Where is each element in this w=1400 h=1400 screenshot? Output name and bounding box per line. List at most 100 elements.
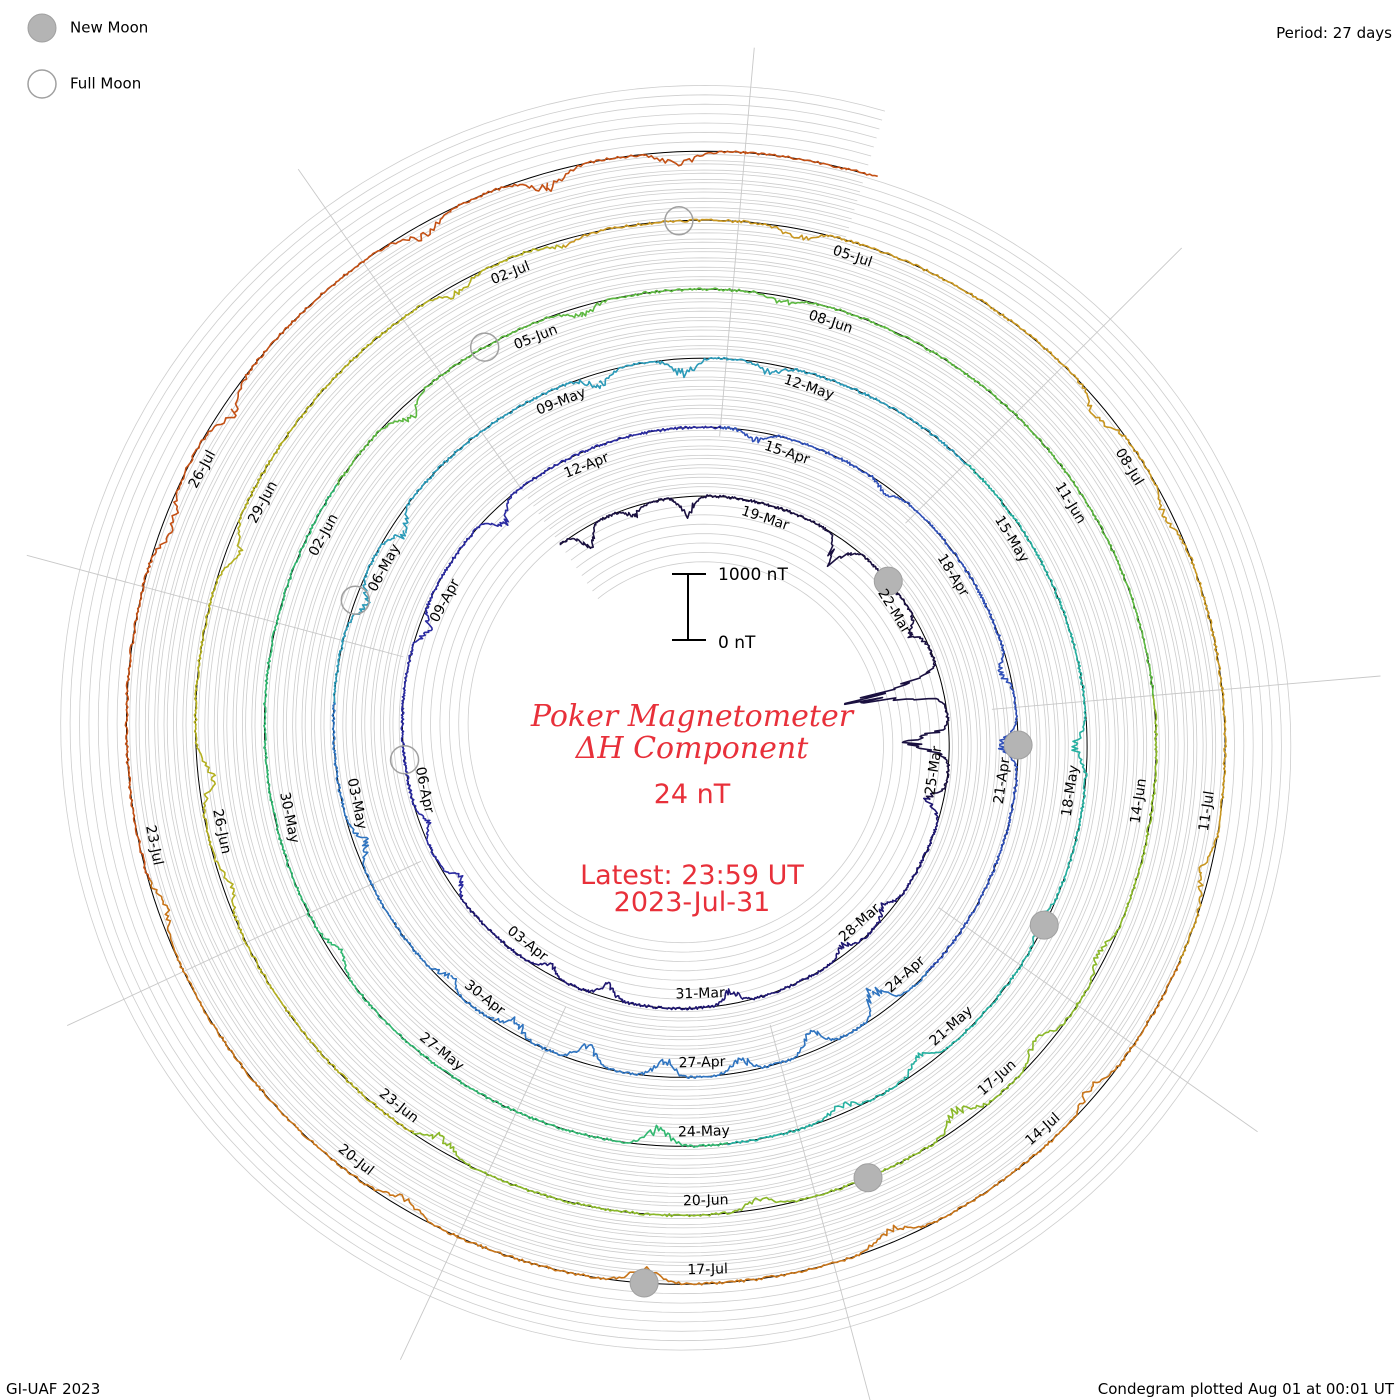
trace-segment [332,639,345,704]
trace-segment [976,965,1022,1022]
trace-segment [991,819,1011,877]
trace-segment [124,683,132,784]
trace-segment [920,1178,1004,1230]
trace-segment [598,360,663,387]
day-spoke [719,47,755,437]
trace-segment [912,421,967,465]
trace-segment [485,1173,568,1203]
grid-ring [88,113,1264,1323]
new-moon-icon [27,13,57,43]
grid-ring [163,188,1188,1248]
trace-segment [715,988,763,1006]
trace-segment [620,998,670,1010]
trace-segment [299,483,339,552]
trace-segment [1071,701,1087,772]
grid-ring [69,94,1282,1342]
trace-segment [584,1124,659,1144]
trace-segment [385,374,444,428]
trace-segment [643,150,747,167]
trace-segment [666,425,722,431]
latest-date: 2023-Jul-31 [614,887,771,918]
trace-segment [755,500,798,516]
trace-segment [507,311,583,336]
trace-segment [1141,776,1157,858]
trace-segment [895,592,915,636]
grid-ring [60,84,1292,1351]
trace-segment [883,326,955,367]
trace-segment [1066,473,1111,544]
trace-segment [809,302,886,328]
trace-segment [827,234,915,266]
trace-segment [141,491,180,587]
trace-segment [369,883,404,938]
date-label: 30-Apr [461,977,508,1019]
trace-segment [643,1266,741,1286]
trace-segment [738,219,830,241]
grid-ring [116,141,1235,1295]
trace-segment [562,222,651,248]
trace-segment [337,425,387,486]
trace-segment [349,824,372,885]
trace-segment [334,317,405,377]
chart-subtitle: ΔH Component [575,731,809,766]
day-spoke [399,1006,567,1361]
scale-top-label: 1000 nT [718,565,788,585]
trace-segment [394,1030,454,1077]
trace-segment [772,434,827,453]
trace-segment [1178,871,1204,965]
trace-segment [720,1057,781,1075]
trace-segment [1008,763,1019,822]
trace-segment [372,1187,459,1237]
trace-segment [906,844,930,887]
trace-segment [565,1200,651,1216]
date-label: 08-Jul [1112,446,1147,489]
trace-segment [1203,598,1224,692]
full-moon-marker [340,585,371,615]
trace-segment [1152,695,1158,778]
trace-segment [238,443,283,523]
trace-segment [544,1043,605,1066]
trace-segment [1002,1117,1075,1182]
grid-ring [191,216,1160,1219]
legend: New Moon Full Moon [27,13,148,99]
date-label: 17-Jul [687,1261,728,1278]
trace-segment [726,358,793,376]
trace-segment [672,494,716,519]
grid-ring [107,131,1245,1304]
date-label: 20-Jun [683,1192,729,1209]
trace-segment [193,689,217,777]
trace-segment [480,397,538,433]
trace-segment [915,1019,978,1059]
trace-segment [1122,434,1166,519]
trace-segment [279,375,338,446]
trace-segment [1107,541,1140,619]
trace-segment [411,1131,488,1176]
trace-segment [992,307,1066,367]
date-label: 18-May [1059,764,1082,818]
trace-segment [732,288,811,306]
trace-segment [981,599,1005,654]
legend-new-moon-label: New Moon [70,19,148,37]
trace-segment [872,970,929,998]
trace-segment [648,218,741,225]
trace-segment [648,1210,735,1218]
trace-segment [341,580,371,641]
trace-segment [306,912,350,976]
trace-segment [559,523,596,550]
trace-segment [194,603,212,692]
trace-segment [926,925,966,972]
trace-segment [1074,769,1088,840]
trace-segment [450,974,495,1019]
trace-segment [602,1058,665,1076]
spiral-grid [60,84,1292,1351]
radial-day-spokes [26,47,1381,1400]
trace-segment [832,1224,922,1264]
trace-segment [408,609,433,659]
period-label: Period: 27 days [1276,24,1392,42]
trace-segment [1136,616,1155,697]
trace-segment [732,1195,816,1214]
trace-segment [128,781,151,880]
center-info: 1000 nT 0 nT Poker Magnetometer ΔH Compo… [530,565,855,918]
date-label: 25-Mar [922,745,945,796]
grid-ring [144,169,1207,1266]
